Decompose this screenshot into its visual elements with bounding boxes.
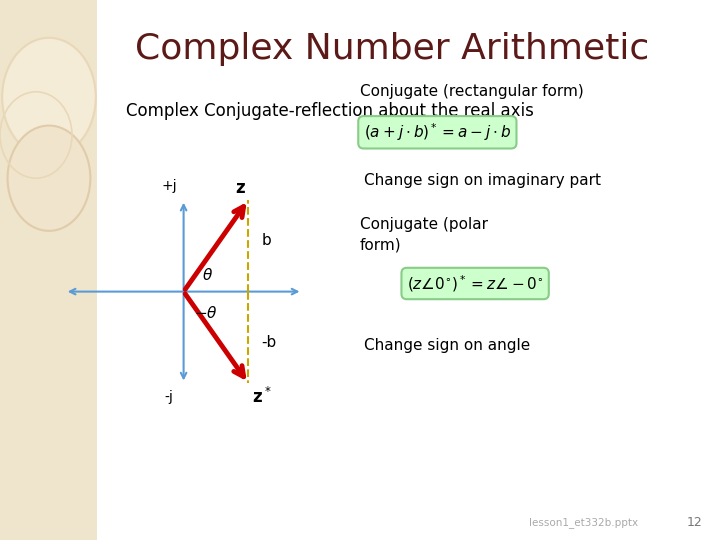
Text: Change sign on angle: Change sign on angle — [364, 338, 530, 353]
Text: $\theta$: $\theta$ — [202, 267, 212, 284]
Text: lesson1_et332b.pptx: lesson1_et332b.pptx — [529, 517, 639, 528]
Text: $-\theta$: $-\theta$ — [194, 305, 218, 321]
Text: b: b — [261, 233, 271, 248]
Text: Complex Number Arithmetic: Complex Number Arithmetic — [135, 32, 649, 65]
Text: $(z\angle 0^{\circ})^* = z\angle -0^{\circ}$: $(z\angle 0^{\circ})^* = z\angle -0^{\ci… — [407, 273, 544, 294]
Text: z$^*$: z$^*$ — [251, 387, 271, 407]
Text: Conjugate (rectangular form): Conjugate (rectangular form) — [360, 84, 584, 99]
Ellipse shape — [8, 125, 91, 231]
Text: $(a+j \cdot b)^* = a - j \cdot b$: $(a+j \cdot b)^* = a - j \cdot b$ — [364, 122, 511, 143]
Text: -b: -b — [261, 335, 276, 350]
Text: Complex Conjugate-reflection about the real axis: Complex Conjugate-reflection about the r… — [126, 102, 534, 120]
Bar — [0, 0, 97, 540]
Text: z: z — [235, 179, 245, 197]
Text: 12: 12 — [686, 516, 702, 529]
Text: -j: -j — [165, 390, 174, 404]
Text: Conjugate (polar
form): Conjugate (polar form) — [360, 217, 488, 253]
Text: +j: +j — [161, 179, 177, 193]
Ellipse shape — [2, 38, 96, 157]
Text: Change sign on imaginary part: Change sign on imaginary part — [364, 173, 600, 188]
